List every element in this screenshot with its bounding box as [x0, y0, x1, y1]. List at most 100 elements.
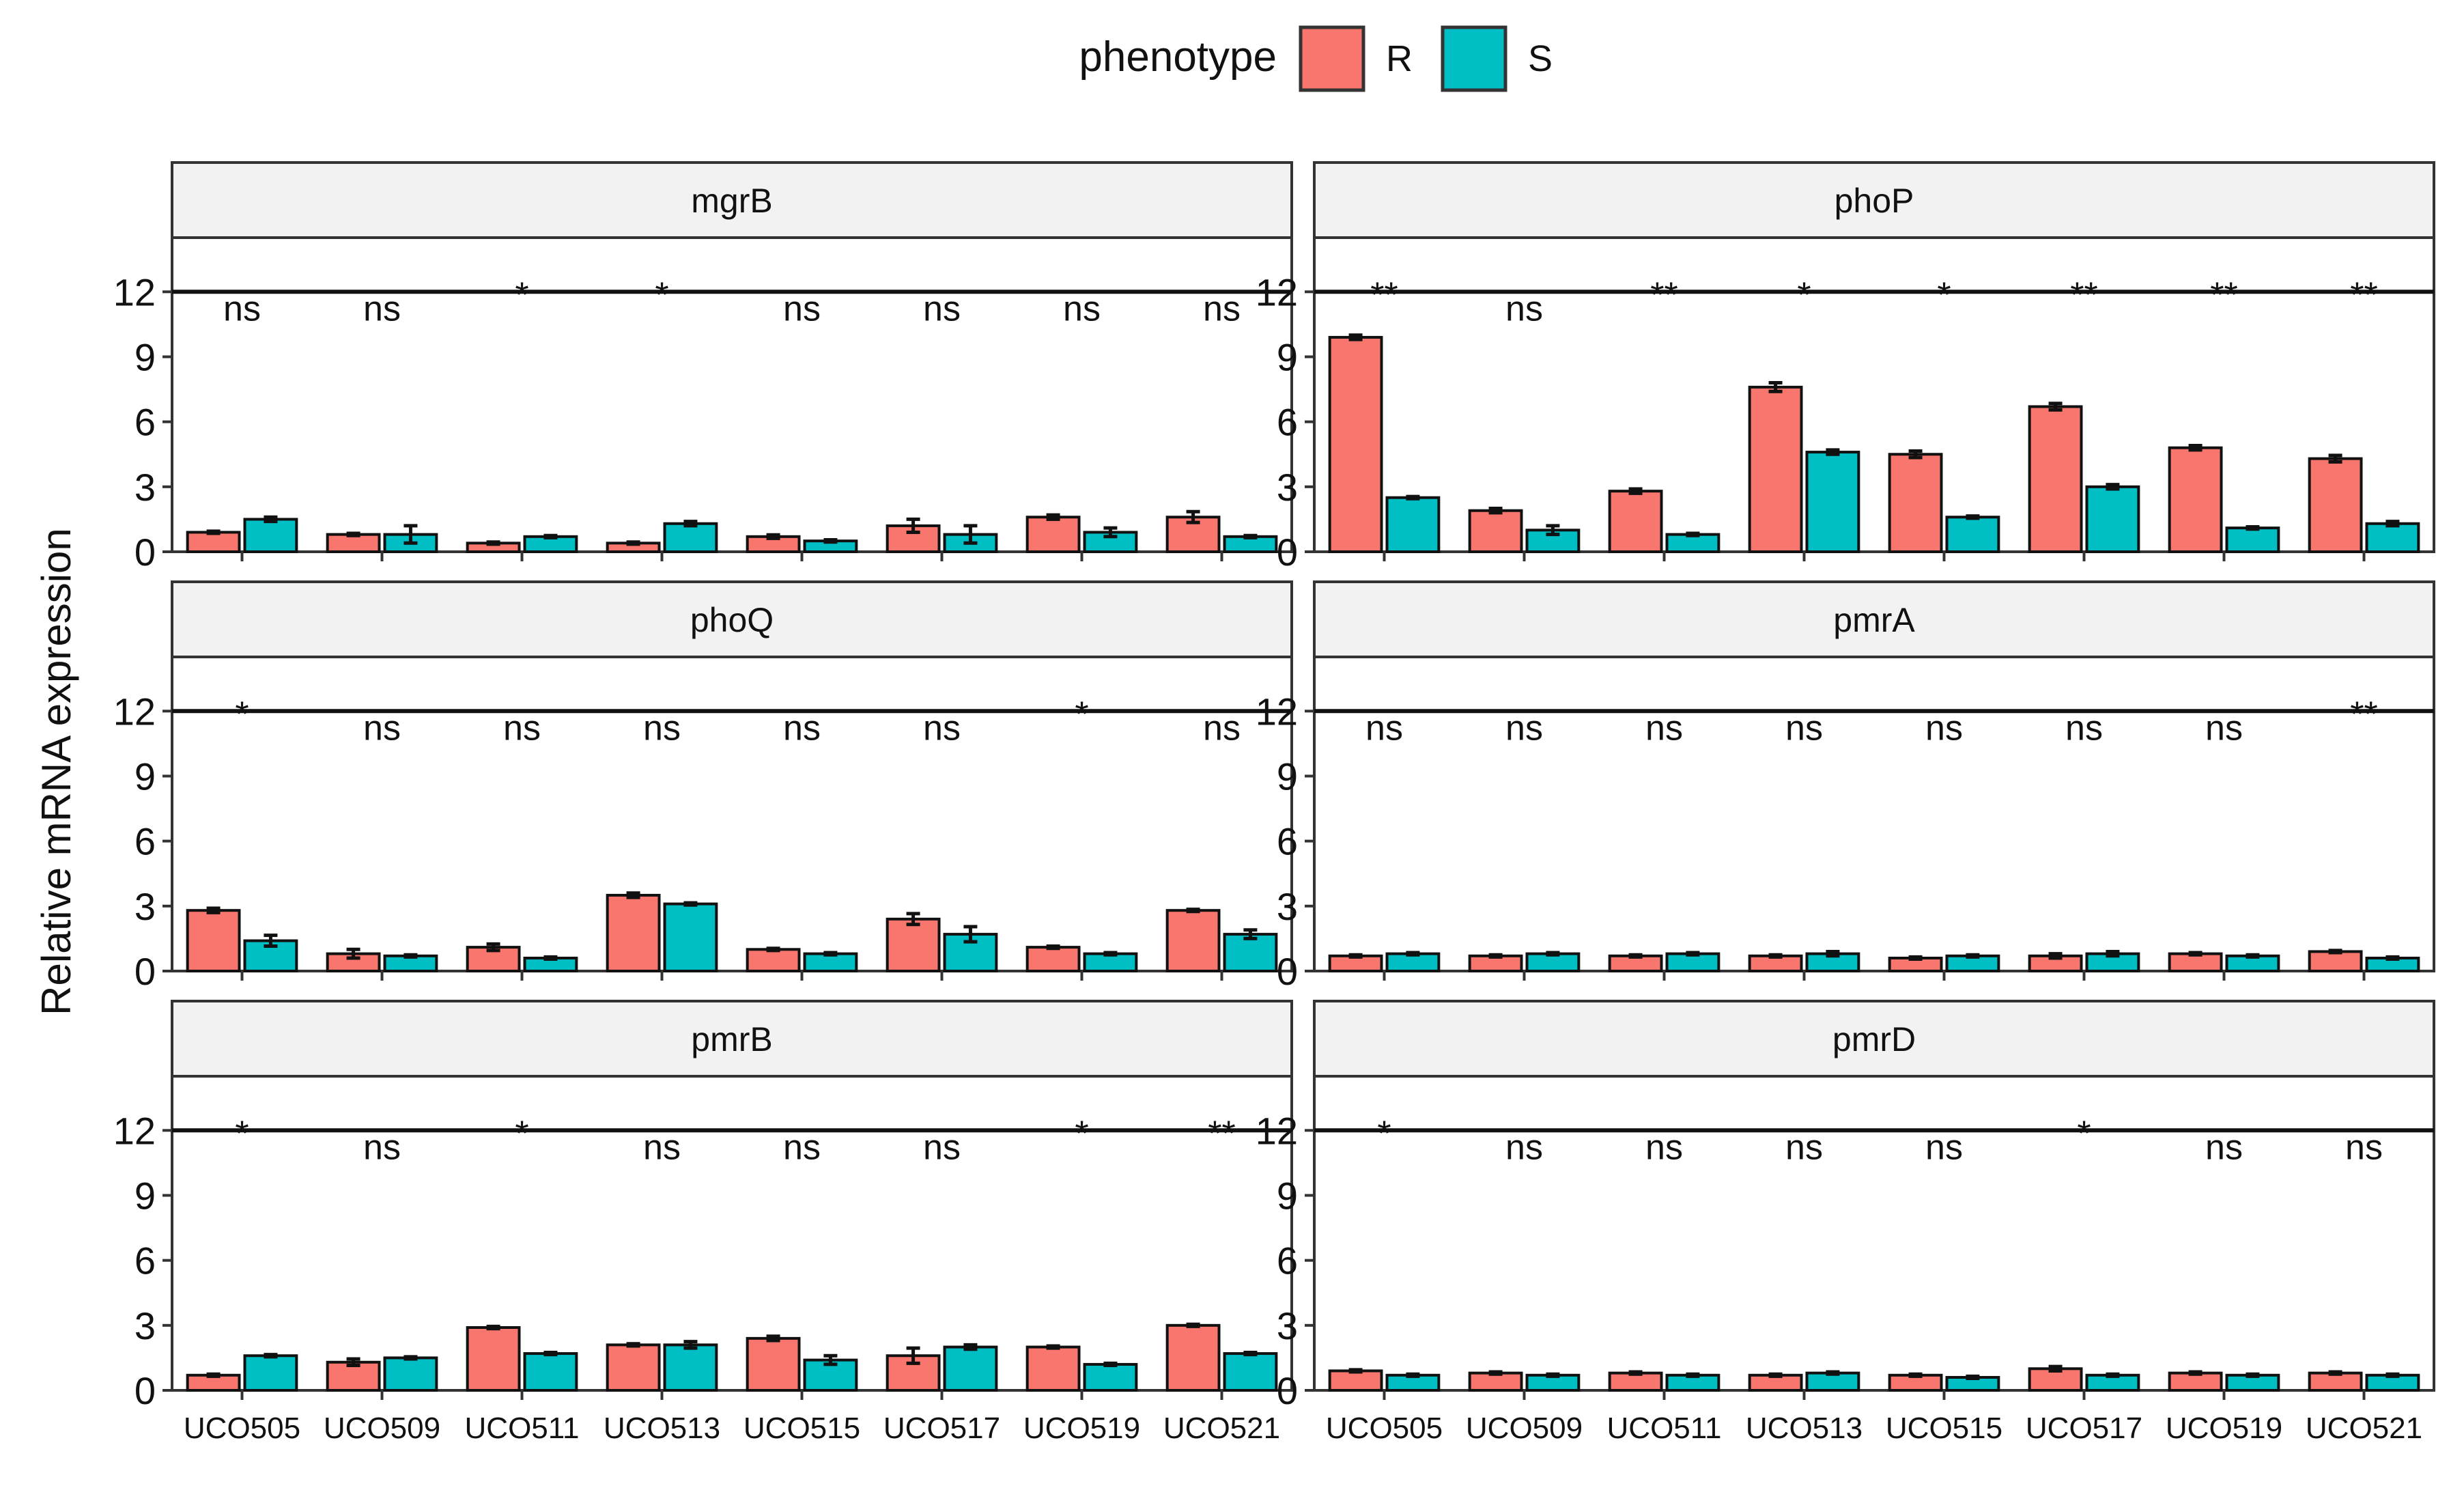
bar-R — [466, 1326, 521, 1392]
y-tick-label: 0 — [134, 1369, 156, 1412]
bar-R — [1468, 509, 1523, 553]
bar-S — [1805, 451, 1860, 553]
x-tick-label: UCO505 — [184, 1412, 300, 1445]
panel-border-mgrB — [171, 236, 1293, 553]
x-tick-label: UCO513 — [1746, 1412, 1863, 1445]
y-tick-label: 3 — [1277, 885, 1298, 928]
significance-label: ns — [1785, 1127, 1823, 1167]
y-tick-label: 12 — [1256, 690, 1298, 733]
bar-S — [663, 902, 718, 972]
significance-label: ns — [1505, 289, 1543, 328]
panel-mgrB: mgrB 0 3 6 9 12 ns ns * * ns ns ns ns — [113, 161, 1293, 574]
legend-title: phenotype — [1079, 33, 1277, 81]
bar-S — [243, 518, 298, 554]
panel-phoQ: phoQ 0 3 6 9 12 * ns ns ns ns ns * ns — [113, 580, 1293, 993]
bar-R — [186, 909, 241, 972]
significance-label: ns — [503, 708, 541, 748]
bar-S — [1665, 952, 1720, 973]
strip-phoQ — [171, 580, 1293, 658]
significance-label: ns — [1785, 708, 1823, 748]
y-tick-label: 0 — [1277, 1369, 1298, 1412]
significance-label: ** — [2210, 275, 2237, 315]
bar-R — [1608, 490, 1663, 554]
significance-label: * — [235, 694, 249, 734]
significance-label: * — [1937, 275, 1951, 315]
strip-label-phoP: phoP — [1835, 182, 1914, 220]
significance-label: ** — [2350, 694, 2377, 734]
bar-R — [886, 917, 941, 972]
bar-S — [243, 1354, 298, 1392]
bar-R — [2168, 446, 2223, 553]
bar-R — [1025, 946, 1081, 972]
significance-label: * — [235, 1114, 249, 1153]
bar-R — [1328, 1369, 1383, 1392]
x-tick-label: UCO517 — [883, 1412, 1000, 1445]
significance-label: ns — [783, 1127, 821, 1167]
y-tick-label: 0 — [1277, 950, 1298, 993]
y-tick-label: 6 — [1277, 820, 1298, 863]
y-tick-label: 12 — [113, 270, 156, 313]
panel-border-pmrD — [1313, 1075, 2435, 1392]
y-tick-label: 0 — [134, 950, 156, 993]
strip-pmrB — [171, 1000, 1293, 1078]
panel-border-phoQ — [171, 656, 1293, 972]
strip-label-pmrB: pmrB — [691, 1020, 772, 1058]
y-tick-label: 12 — [113, 1109, 156, 1152]
significance-label: ns — [1925, 708, 1963, 748]
x-tick-label: UCO519 — [1023, 1412, 1140, 1445]
bar-S — [2085, 485, 2140, 553]
y-tick-label: 9 — [1277, 335, 1298, 378]
bar-S — [663, 522, 718, 553]
significance-label: ns — [1645, 708, 1683, 748]
y-tick-label: 3 — [1277, 466, 1298, 509]
strip-label-pmrD: pmrD — [1832, 1020, 1916, 1058]
significance-label: ns — [1203, 708, 1241, 748]
significance-label: ns — [1365, 708, 1403, 748]
y-tick-label: 9 — [1277, 1174, 1298, 1217]
bar-R — [606, 1343, 661, 1392]
bar-S — [2225, 527, 2280, 554]
legend-key-R — [1299, 25, 1365, 92]
y-tick-label: 9 — [134, 335, 156, 378]
y-tick-label: 6 — [1277, 401, 1298, 444]
bar-S — [1945, 516, 2000, 554]
y-tick-label: 9 — [1277, 755, 1298, 798]
panel-pmrA: pmrA 0 3 6 9 12 ns ns ns ns ns ns ns ** — [1256, 580, 2435, 993]
significance-label: ns — [923, 1127, 961, 1167]
bar-S — [663, 1343, 718, 1392]
x-tick-label: UCO511 — [1607, 1412, 1722, 1445]
significance-label: ns — [1505, 1127, 1543, 1167]
strip-phoP — [1313, 161, 2435, 239]
significance-label: * — [515, 1114, 528, 1153]
bar-S — [1223, 1352, 1278, 1392]
y-tick-label: 6 — [1277, 1239, 1298, 1282]
significance-label: * — [1797, 275, 1811, 315]
x-tick-label: UCO521 — [1163, 1412, 1280, 1445]
significance-label: ns — [363, 708, 401, 748]
strip-pmrA — [1313, 580, 2435, 658]
x-tick-label: UCO517 — [2026, 1412, 2142, 1445]
bar-S — [1083, 1362, 1138, 1392]
bar-R — [1025, 1345, 1081, 1392]
y-axis-label: Relative mRNA expression — [33, 528, 79, 1015]
strip-label-phoQ: phoQ — [690, 601, 774, 639]
x-tick-label: UCO521 — [2306, 1412, 2422, 1445]
bar-R — [746, 1336, 801, 1392]
bar-S — [943, 1345, 998, 1392]
panel-border-pmrB — [171, 1075, 1293, 1392]
significance-label: * — [515, 275, 528, 315]
bar-R — [2308, 950, 2363, 972]
y-tick-label: 0 — [134, 531, 156, 574]
significance-label: ns — [2345, 1127, 2383, 1167]
significance-label: ns — [783, 289, 821, 328]
panel-border-pmrA — [1313, 656, 2435, 972]
significance-label: ns — [783, 708, 821, 748]
bar-R — [1165, 909, 1221, 972]
bar-R — [1748, 385, 1803, 553]
x-tick-label: UCO511 — [465, 1412, 580, 1445]
y-tick-label: 3 — [134, 1304, 156, 1347]
significance-label: ** — [1650, 275, 1677, 315]
bar-R — [606, 893, 661, 973]
significance-label: * — [2077, 1114, 2091, 1153]
